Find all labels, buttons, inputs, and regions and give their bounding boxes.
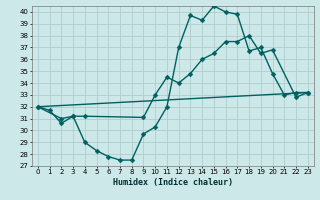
X-axis label: Humidex (Indice chaleur): Humidex (Indice chaleur): [113, 178, 233, 187]
